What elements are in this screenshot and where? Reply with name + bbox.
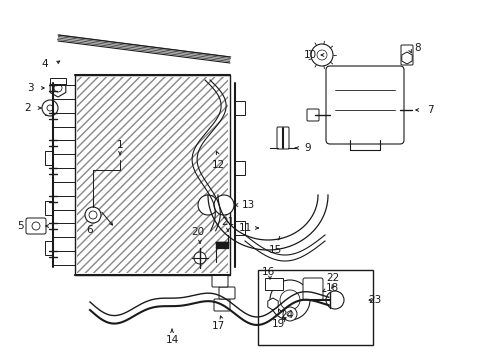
Bar [45, 241, 53, 255]
Text: 3: 3 [27, 83, 33, 93]
Bar [75, 75, 229, 275]
Text: 11: 11 [238, 223, 251, 233]
Circle shape [286, 311, 292, 317]
Bar [45, 101, 53, 115]
Text: 13: 13 [241, 200, 254, 210]
Bar [50, 78, 66, 84]
Text: 24: 24 [280, 310, 293, 320]
Text: 19: 19 [271, 319, 284, 329]
Circle shape [214, 195, 234, 215]
Bar [45, 151, 53, 165]
Text: 14: 14 [165, 335, 178, 345]
Text: 12: 12 [211, 160, 224, 170]
FancyBboxPatch shape [26, 218, 46, 234]
Text: 16: 16 [261, 267, 274, 277]
Circle shape [310, 44, 332, 66]
Text: 8: 8 [414, 43, 421, 53]
Circle shape [316, 50, 326, 60]
Circle shape [194, 252, 205, 264]
Text: 1: 1 [117, 140, 123, 150]
Circle shape [325, 291, 343, 309]
FancyBboxPatch shape [219, 287, 235, 299]
Circle shape [283, 307, 296, 321]
Text: 2: 2 [24, 103, 31, 113]
Circle shape [32, 222, 40, 230]
Circle shape [280, 290, 299, 310]
Text: 7: 7 [426, 105, 432, 115]
Text: 9: 9 [304, 143, 311, 153]
Circle shape [42, 100, 58, 116]
Bar [77, 77, 227, 273]
Text: 5: 5 [17, 221, 23, 231]
Circle shape [198, 195, 218, 215]
Bar [235, 221, 244, 235]
Bar [235, 101, 244, 115]
FancyBboxPatch shape [214, 299, 229, 311]
Text: 18: 18 [325, 283, 338, 293]
Text: 6: 6 [86, 225, 93, 235]
Text: 22: 22 [325, 273, 339, 283]
Text: 15: 15 [268, 245, 281, 255]
FancyBboxPatch shape [306, 109, 318, 121]
Circle shape [54, 84, 62, 92]
Text: 10: 10 [303, 50, 316, 60]
Text: 21: 21 [221, 217, 234, 227]
Circle shape [89, 211, 97, 219]
Bar [45, 201, 53, 215]
Text: 23: 23 [367, 295, 381, 305]
FancyBboxPatch shape [325, 66, 403, 144]
Bar [264, 278, 283, 290]
Bar [258, 270, 372, 345]
FancyBboxPatch shape [212, 275, 227, 287]
Bar [235, 161, 244, 175]
Circle shape [269, 280, 309, 320]
Circle shape [47, 105, 53, 111]
Text: 17: 17 [211, 321, 224, 331]
FancyBboxPatch shape [276, 127, 288, 149]
Text: 20: 20 [191, 227, 204, 237]
Circle shape [85, 207, 101, 223]
FancyBboxPatch shape [400, 45, 412, 65]
Text: 4: 4 [41, 59, 48, 69]
FancyBboxPatch shape [303, 278, 323, 300]
